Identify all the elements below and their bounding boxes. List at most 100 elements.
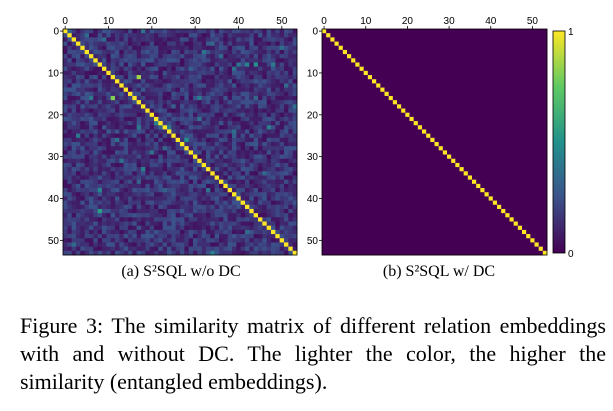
heatmap-cell bbox=[219, 146, 224, 151]
heatmap-cell bbox=[384, 133, 390, 139]
heatmap-cell bbox=[240, 200, 246, 206]
heatmap-cell bbox=[249, 45, 255, 51]
heatmap-cell bbox=[180, 66, 185, 72]
heatmap-cell bbox=[201, 116, 207, 122]
heatmap-cell bbox=[93, 108, 99, 114]
heatmap-cell bbox=[355, 112, 360, 118]
heatmap-cell bbox=[136, 133, 142, 139]
heatmap-cell bbox=[115, 49, 120, 55]
heatmap-cell bbox=[509, 45, 515, 51]
heatmap-cell bbox=[123, 234, 129, 239]
heatmap-cell bbox=[367, 33, 373, 38]
heatmap-cell bbox=[89, 45, 94, 51]
heatmap-cell bbox=[405, 66, 410, 72]
heatmap-cell bbox=[438, 133, 444, 139]
heatmap-cell bbox=[380, 70, 385, 76]
heatmap-cell bbox=[451, 95, 456, 101]
heatmap-cell bbox=[206, 45, 211, 51]
heatmap-cell bbox=[175, 208, 181, 214]
heatmap-cell bbox=[132, 104, 138, 109]
heatmap-cell bbox=[71, 167, 77, 172]
heatmap-cell bbox=[488, 158, 494, 164]
heatmap-cell bbox=[292, 188, 298, 193]
heatmap-cell bbox=[197, 91, 203, 97]
heatmap-cell bbox=[326, 54, 331, 59]
heatmap-cell bbox=[413, 121, 419, 126]
heatmap-cell bbox=[89, 108, 94, 114]
heatmap-cell bbox=[488, 154, 494, 160]
heatmap-cell bbox=[149, 183, 155, 189]
heatmap-cell bbox=[266, 91, 272, 97]
heatmap-cell bbox=[245, 41, 250, 47]
heatmap-cell bbox=[158, 158, 164, 164]
heatmap-cell bbox=[376, 183, 381, 189]
heatmap-cell bbox=[63, 183, 68, 189]
heatmap-cell bbox=[175, 70, 181, 76]
heatmap-cell bbox=[542, 70, 548, 76]
heatmap-cell bbox=[93, 129, 99, 134]
heatmap-cell bbox=[141, 37, 146, 42]
heatmap-cell bbox=[447, 66, 452, 72]
heatmap-cell bbox=[119, 66, 125, 72]
heatmap-cell bbox=[409, 116, 415, 122]
heatmap-cell bbox=[71, 45, 77, 51]
heatmap-cell bbox=[484, 79, 490, 84]
heatmap-cell bbox=[530, 150, 535, 155]
heatmap-cell bbox=[384, 62, 390, 68]
heatmap-cell bbox=[275, 242, 281, 247]
heatmap-cell bbox=[334, 150, 340, 155]
heatmap-cell bbox=[123, 121, 129, 126]
heatmap-cell bbox=[288, 91, 294, 97]
heatmap-cell bbox=[136, 75, 142, 80]
heatmap-cell bbox=[180, 171, 185, 176]
heatmap-cell bbox=[76, 37, 81, 42]
heatmap-cell bbox=[253, 213, 259, 218]
heatmap-cell bbox=[359, 175, 365, 181]
heatmap-cell bbox=[488, 175, 494, 181]
heatmap-cell bbox=[167, 108, 172, 114]
heatmap-cell bbox=[93, 95, 99, 101]
heatmap-cell bbox=[89, 79, 94, 84]
heatmap-cell bbox=[409, 70, 415, 76]
heatmap-cell bbox=[119, 250, 125, 256]
heatmap-cell bbox=[193, 54, 198, 59]
heatmap-cell bbox=[376, 158, 381, 164]
heatmap-cell bbox=[347, 75, 352, 80]
heatmap-cell bbox=[214, 91, 220, 97]
heatmap-cell bbox=[517, 158, 523, 164]
heatmap-cell bbox=[184, 225, 190, 231]
heatmap-cell bbox=[522, 45, 527, 51]
heatmap-cell bbox=[472, 179, 477, 185]
heatmap-cell bbox=[447, 125, 452, 130]
heatmap-cell bbox=[167, 175, 172, 181]
heatmap-cell bbox=[472, 112, 477, 118]
heatmap-cell bbox=[542, 95, 548, 101]
heatmap-cell bbox=[136, 167, 142, 172]
heatmap-cell bbox=[530, 133, 535, 139]
heatmap-cell bbox=[480, 70, 485, 76]
heatmap-cell bbox=[167, 208, 172, 214]
heatmap-cell bbox=[447, 70, 452, 76]
heatmap-cell bbox=[284, 162, 289, 168]
heatmap-cell bbox=[115, 171, 120, 176]
heatmap-cell bbox=[426, 79, 431, 84]
heatmap-cell bbox=[193, 37, 198, 42]
heatmap-cell bbox=[388, 29, 394, 34]
heatmap-cell bbox=[459, 79, 465, 84]
heatmap-cell bbox=[89, 70, 94, 76]
heatmap-cell bbox=[384, 79, 390, 84]
heatmap-cell bbox=[93, 62, 99, 68]
heatmap-cell bbox=[405, 175, 410, 181]
heatmap-cell bbox=[258, 87, 263, 93]
heatmap-cell bbox=[459, 41, 465, 47]
heatmap-cell bbox=[89, 100, 94, 105]
heatmap-cell bbox=[136, 95, 142, 101]
heatmap-cell bbox=[154, 146, 159, 151]
heatmap-cell bbox=[542, 112, 548, 118]
heatmap-cell bbox=[128, 66, 133, 72]
heatmap-cell bbox=[162, 162, 168, 168]
heatmap-cell bbox=[253, 208, 259, 214]
heatmap-cell bbox=[455, 112, 460, 118]
heatmap-cell bbox=[279, 229, 285, 235]
heatmap-cell bbox=[367, 79, 373, 84]
